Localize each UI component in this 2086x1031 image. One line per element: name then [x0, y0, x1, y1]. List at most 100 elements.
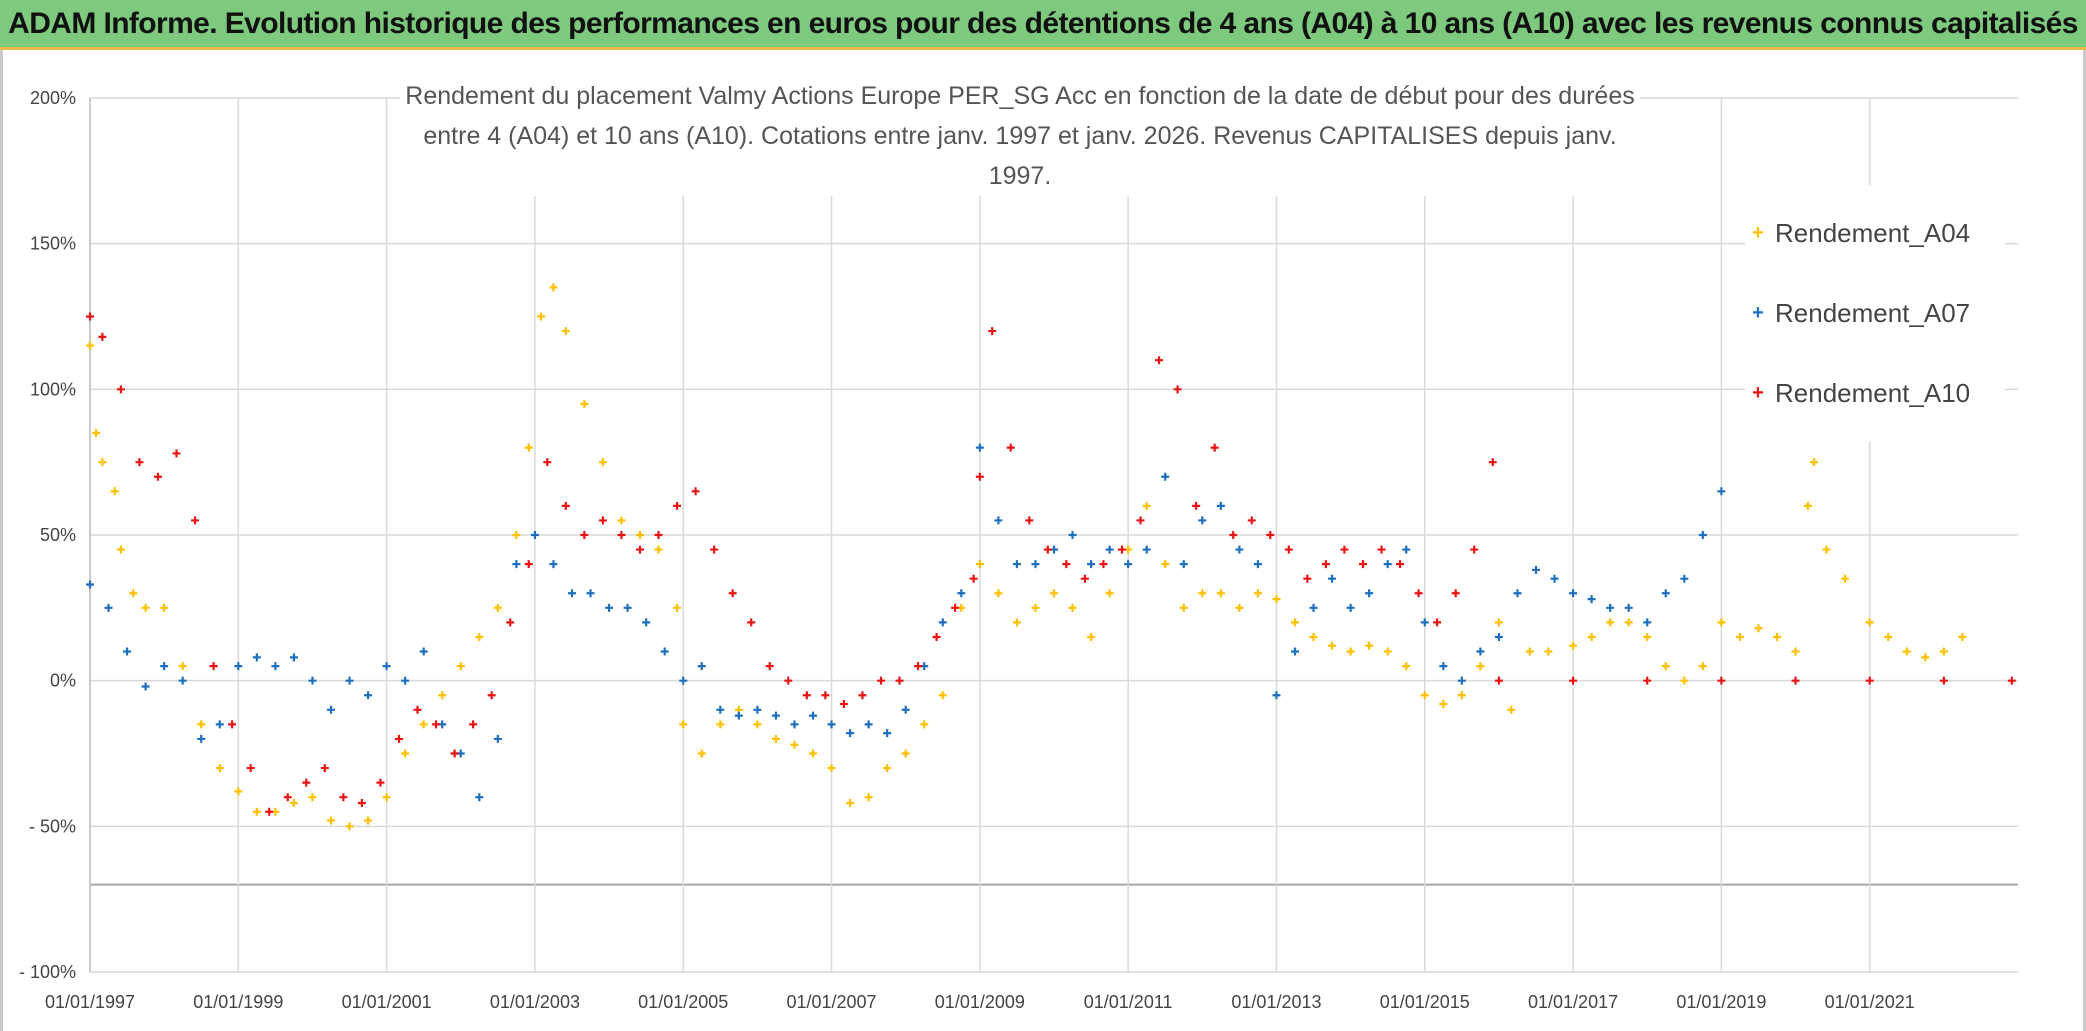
data-point [1025, 516, 1034, 525]
data-point [1698, 531, 1707, 539]
data-point [1068, 603, 1077, 612]
data-point [1569, 676, 1578, 685]
data-point [357, 799, 366, 808]
data-point [86, 312, 94, 321]
data-point [1229, 531, 1238, 539]
data-point [784, 676, 793, 685]
data-point [846, 799, 855, 808]
data-point [265, 807, 274, 816]
data-point [864, 793, 873, 802]
data-point [1525, 647, 1534, 656]
data-point [191, 516, 200, 525]
data-point [1939, 647, 1948, 656]
data-point [586, 589, 595, 598]
data-point [771, 734, 780, 743]
data-point [561, 501, 570, 510]
data-point [1050, 589, 1058, 598]
data-point [753, 720, 762, 729]
data-point [1717, 676, 1726, 685]
data-point [178, 676, 187, 685]
data-point [654, 531, 663, 539]
data-point [1087, 632, 1096, 641]
data-point [654, 545, 663, 554]
data-point [1717, 487, 1726, 496]
data-point [1235, 603, 1244, 612]
data-point [1402, 545, 1411, 554]
data-point [86, 341, 94, 350]
x-tick-label: 01/01/2015 [1380, 992, 1470, 1012]
x-tick-label: 01/01/2013 [1231, 992, 1321, 1012]
data-point [308, 793, 317, 802]
data-point [660, 647, 669, 656]
data-point [1420, 691, 1429, 700]
data-point [1247, 516, 1256, 525]
data-point [1451, 589, 1460, 598]
x-tick-label: 01/01/2021 [1825, 992, 1915, 1012]
data-point [116, 545, 125, 554]
data-point [345, 822, 354, 831]
data-point [901, 749, 910, 758]
data-point [771, 711, 780, 720]
data-point [975, 472, 984, 481]
x-axis-ticks: 01/01/1997 01/01/1999 01/01/2001 01/01/2003… [45, 992, 1915, 1012]
data-point [320, 764, 329, 773]
data-point [493, 603, 502, 612]
data-point [1155, 356, 1164, 365]
data-point [1439, 662, 1448, 671]
data-point [1494, 676, 1503, 685]
data-point [1791, 676, 1800, 685]
data-point [821, 691, 830, 700]
data-point [1031, 603, 1040, 612]
data-point [289, 799, 298, 808]
chart-title-line-1: Rendement du placement Valmy Actions Eur… [405, 82, 1635, 110]
data-point [1328, 641, 1337, 650]
data-point [1192, 501, 1201, 510]
data-point [450, 749, 459, 758]
data-point [1587, 632, 1596, 641]
data-point [135, 458, 144, 467]
data-point [110, 487, 119, 496]
data-point [1513, 589, 1522, 598]
x-tick-label: 01/01/2019 [1676, 992, 1766, 1012]
data-point [308, 676, 317, 685]
chart-legend: + Rendement_A04 + Rendement_A07 + Rendem… [1745, 185, 2005, 441]
data-point [1377, 545, 1386, 554]
data-point [1136, 516, 1145, 525]
data-point [339, 793, 348, 802]
data-point [1939, 676, 1948, 685]
data-point [401, 749, 410, 758]
x-tick-label: 01/01/2005 [638, 992, 728, 1012]
data-point [747, 618, 756, 627]
data-point [728, 589, 737, 598]
data-point [883, 729, 892, 738]
data-point [1031, 560, 1040, 569]
data-point [876, 676, 885, 685]
x-tick-label: 01/01/1999 [193, 992, 283, 1012]
data-point [710, 545, 719, 554]
data-point [790, 740, 799, 749]
data-point [1433, 618, 1442, 627]
legend-label-a07: Rendement_A07 [1775, 297, 1971, 328]
data-point [1569, 589, 1578, 598]
data-point [1291, 647, 1299, 656]
data-point [975, 443, 984, 452]
x-tick-label: 01/01/2003 [490, 992, 580, 1012]
data-point [864, 720, 873, 729]
data-point [1569, 641, 1578, 650]
data-point [382, 662, 391, 671]
data-point [283, 793, 292, 802]
data-point [302, 778, 311, 787]
x-tick-label: 01/01/2017 [1528, 992, 1618, 1012]
data-point [271, 662, 280, 671]
data-point [1012, 618, 1021, 627]
report-banner: ADAM Informe. Evolution historique des p… [0, 0, 2086, 50]
legend-label-a04: Rendement_A04 [1775, 217, 1971, 248]
data-point [605, 603, 614, 612]
data-point [1414, 589, 1423, 598]
data-point [475, 632, 484, 641]
data-point [673, 603, 682, 612]
banner-title: ADAM Informe. Evolution historique des p… [8, 6, 2078, 40]
data-point [1958, 632, 1967, 641]
legend-marker-a10: + [1752, 381, 1764, 404]
